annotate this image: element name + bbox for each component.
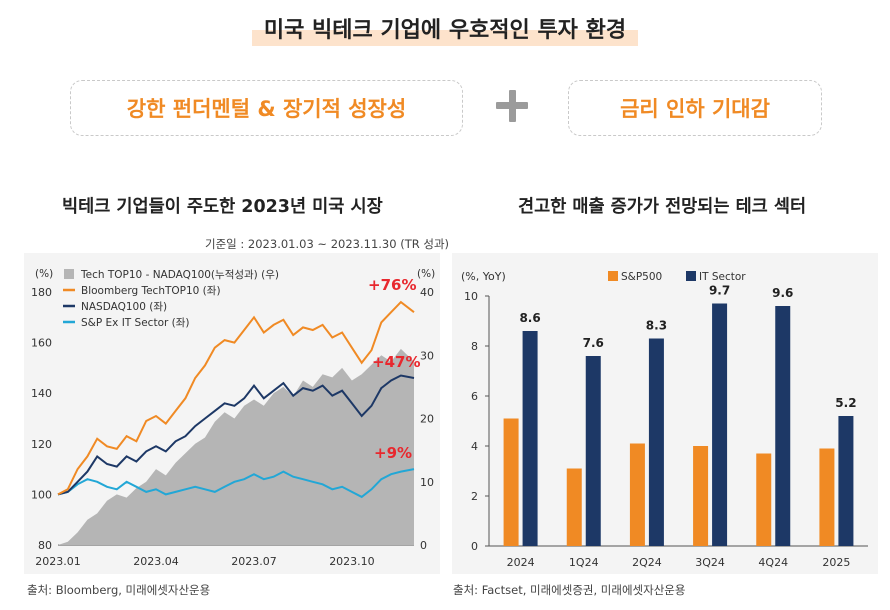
y-left-tick-label: 140 (31, 387, 52, 400)
bar-value-label: 5.2 (835, 396, 856, 410)
bar-y-unit: (%, YoY) (461, 270, 506, 283)
y-left-tick-label: 160 (31, 337, 52, 350)
pill-fundamentals: 강한 펀더멘털 & 장기적 성장성 (70, 80, 463, 136)
bar-it-sector (712, 303, 728, 546)
right-chart-title: 견고한 매출 증가가 전망되는 테크 섹터 (518, 197, 807, 217)
y-left-tick-label: 80 (38, 539, 52, 552)
line-chart-panel: 180 160 140 120 100 80 40 30 20 10 0 2023.01 2023.04… (24, 253, 440, 574)
series-sp-ex-it-line (57, 468, 415, 499)
x-tick-label: 2023.01 (35, 555, 81, 568)
basis-date: 기준일 : 2023.01.03 ~ 2023.11.30 (TR 성과) (205, 237, 450, 251)
legend-swatch (686, 271, 696, 281)
x-tick-label: 2023.04 (133, 555, 179, 568)
bar-value-label: 9.7 (709, 284, 730, 298)
bar-chart-bars (503, 303, 854, 546)
bar-it-sector (775, 306, 791, 546)
line-chart-legend: Tech TOP10 - NADAQ100(누적성과) (우) Bloomberg… (63, 269, 279, 329)
bar-y-tick-label: 4 (471, 440, 478, 453)
header: 미국 빅테크 기업에 우호적인 투자 환경 (0, 10, 890, 46)
bar-it-sector (838, 416, 854, 546)
bar-it-sector (522, 331, 538, 546)
bar-x-tick-label: 2024 (507, 556, 535, 569)
bar-sp500 (693, 446, 709, 546)
bar-chart-panel: 10 8 6 4 2 0 8.6 2024 7.6 1Q24 8.3 2Q24 9.7 3Q24 9.6 4… (452, 253, 878, 574)
bar-x-tick-label: 1Q24 (569, 556, 599, 569)
bar-sp500 (756, 453, 772, 546)
y-right-tick-label: 30 (420, 349, 434, 362)
left-axis-unit: (%) (35, 268, 53, 280)
y-right-tick-label: 40 (420, 286, 434, 299)
annotation-47: +47% (372, 353, 420, 371)
y-right-tick-label: 20 (420, 413, 434, 426)
series-tech-top10-area (58, 348, 414, 545)
bar-value-label: 8.6 (519, 311, 540, 325)
y-right-tick-label: 10 (420, 476, 434, 489)
legend-label: S&P500 (621, 271, 662, 283)
right-source: 출처: Factset, 미래에셋증권, 미래에셋자산운용 (453, 583, 686, 597)
bar-value-label: 9.6 (772, 286, 793, 300)
legend-label: Tech TOP10 - NADAQ100(누적성과) (우) (80, 269, 279, 281)
y-left-tick-label: 120 (31, 438, 52, 451)
legend-swatch (608, 271, 618, 281)
series-bloomberg-tech-line (57, 300, 415, 496)
x-tick-label: 2023.10 (329, 555, 375, 568)
bar-y-tick-label: 0 (471, 540, 478, 553)
bar-y-tick-label: 6 (471, 390, 478, 403)
page-title: 미국 빅테크 기업에 우호적인 투자 환경 (251, 10, 639, 46)
pill-rate-cut: 금리 인하 기대감 (568, 80, 822, 136)
x-tick-label: 2023.07 (231, 555, 277, 568)
bar-sp500 (503, 418, 519, 546)
legend-label: NASDAQ100 (좌) (81, 301, 167, 313)
bar-x-tick-label: 2025 (822, 556, 850, 569)
right-axis-unit: (%) (417, 268, 435, 280)
legend-swatch (64, 269, 74, 279)
bar-sp500 (819, 448, 835, 546)
left-chart-title: 빅테크 기업들이 주도한 2023년 미국 시장 (62, 197, 383, 217)
annotation-9: +9% (374, 444, 412, 462)
bar-y-tick-label: 10 (464, 290, 478, 303)
bar-it-sector (648, 338, 664, 546)
bar-chart: 10 8 6 4 2 0 8.6 2024 7.6 1Q24 8.3 2Q24 9.7 3Q24 9.6 4… (461, 270, 868, 569)
bar-chart-legend: S&P500 IT Sector (608, 271, 746, 283)
bar-it-sector (585, 356, 601, 546)
bar-chart-axes: 10 8 6 4 2 0 (464, 290, 868, 553)
bar-y-tick-label: 2 (471, 490, 478, 503)
bar-sp500 (566, 468, 582, 546)
legend-label: Bloomberg TechTOP10 (좌) (81, 285, 221, 297)
bar-value-label: 7.6 (583, 336, 604, 350)
legend-label: IT Sector (699, 271, 746, 283)
bar-value-label: 8.3 (646, 319, 667, 333)
plus-icon (496, 90, 528, 122)
left-source: 출처: Bloomberg, 미래에셋자산운용 (27, 583, 211, 597)
bar-x-tick-label: 4Q24 (758, 556, 788, 569)
bar-x-tick-label: 2Q24 (632, 556, 662, 569)
bar-y-tick-label: 8 (471, 340, 478, 353)
y-left-tick-label: 180 (31, 286, 52, 299)
legend-label: S&P Ex IT Sector (좌) (81, 317, 190, 329)
series-nasdaq100-line (57, 374, 415, 496)
bar-sp500 (629, 443, 645, 546)
y-left-tick-label: 100 (31, 488, 52, 501)
y-right-tick-label: 0 (420, 539, 427, 552)
bar-x-tick-label: 3Q24 (695, 556, 725, 569)
annotation-76: +76% (368, 276, 416, 294)
